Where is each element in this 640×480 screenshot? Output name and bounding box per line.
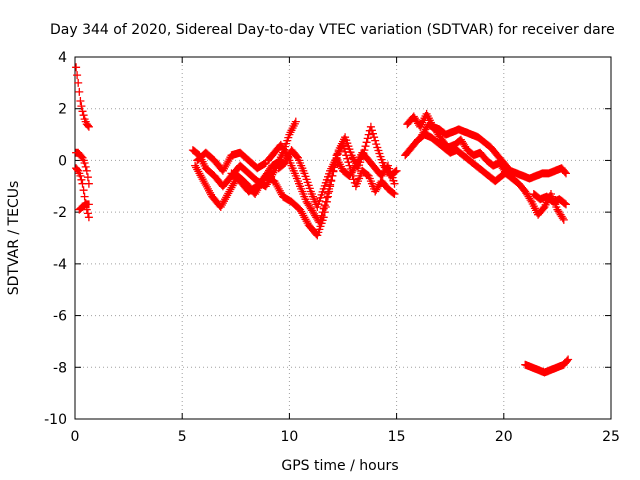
x-tick-label: 10 xyxy=(280,429,298,445)
series-sat-c xyxy=(72,164,93,222)
series-sat-d xyxy=(75,200,93,214)
grid-lines xyxy=(75,57,611,419)
series-markers xyxy=(401,130,519,186)
y-tick-label: -6 xyxy=(53,309,67,325)
series-sat-n xyxy=(529,190,570,209)
y-tick-label: 0 xyxy=(58,153,67,169)
series-markers xyxy=(75,200,93,214)
y-tick-label: -4 xyxy=(53,257,67,273)
series-sat-l xyxy=(401,130,519,186)
series-markers xyxy=(274,146,399,211)
y-axis-ticks: -10 -8 -6 -4 -2 0 2 4 xyxy=(44,50,611,428)
series-markers xyxy=(72,164,93,222)
y-tick-label: -2 xyxy=(53,205,67,221)
y-tick-label: 2 xyxy=(58,102,67,118)
series-markers xyxy=(72,148,93,188)
data-points xyxy=(72,63,573,377)
series-sat-j xyxy=(274,146,399,211)
x-axis-label: GPS time / hours xyxy=(281,458,398,474)
series-sat-g xyxy=(193,148,270,175)
series-sat-b xyxy=(72,148,93,188)
series-sat-o xyxy=(521,355,573,377)
chart-title: Day 344 of 2020, Sidereal Day-to-day VTE… xyxy=(50,22,615,38)
series-markers xyxy=(521,355,573,377)
series-sat-i xyxy=(264,122,401,227)
x-tick-label: 0 xyxy=(71,429,80,445)
x-tick-label: 25 xyxy=(602,429,620,445)
y-tick-label: 4 xyxy=(58,50,67,66)
x-tick-label: 20 xyxy=(495,429,513,445)
series-markers xyxy=(72,63,93,131)
y-tick-label: -8 xyxy=(53,360,67,376)
y-axis-label: SDTVAR / TECUs xyxy=(6,181,22,296)
x-axis-ticks: 0 5 10 15 20 25 xyxy=(71,57,620,445)
series-sat-a xyxy=(72,63,93,131)
y-tick-label: -10 xyxy=(44,412,67,428)
series-sat-h xyxy=(227,140,399,240)
x-tick-label: 15 xyxy=(388,429,406,445)
series-markers xyxy=(227,140,399,240)
x-tick-label: 5 xyxy=(178,429,187,445)
series-markers xyxy=(193,148,270,175)
series-markers xyxy=(264,122,401,227)
series-markers xyxy=(529,190,570,209)
plot-frame xyxy=(74,56,612,420)
